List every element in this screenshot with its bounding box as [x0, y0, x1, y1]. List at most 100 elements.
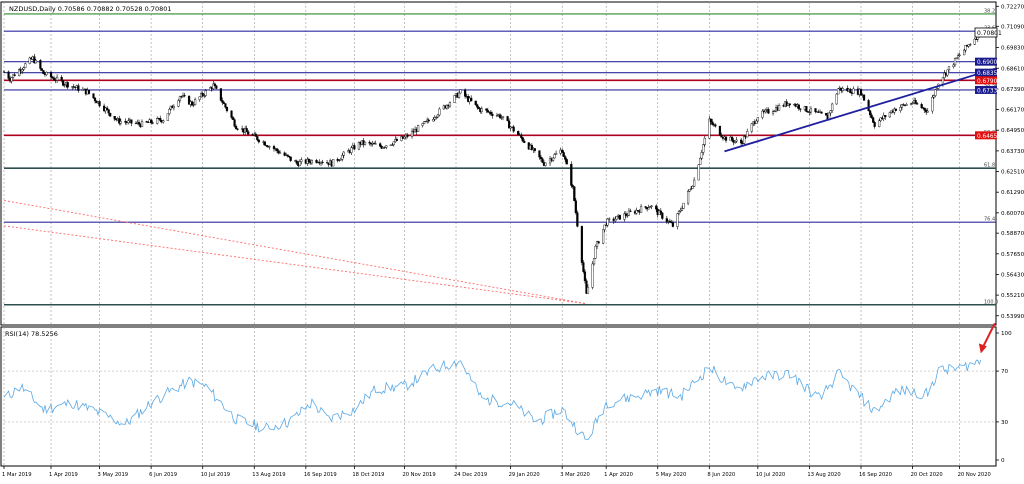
time-axis: 1 Mar 2019 1 Apr 2019 3 May 2019 6 Jun 2019…	[2, 466, 991, 478]
candle-body	[486, 110, 489, 113]
candle-body	[958, 54, 961, 56]
candle-body	[649, 206, 652, 208]
time-tick-label: 10 Jul 2020	[756, 472, 785, 478]
candle-body	[423, 121, 426, 124]
candle-body	[474, 100, 477, 105]
candle-body	[565, 159, 568, 165]
fib-dashed-line-1	[3, 200, 587, 305]
candle-body	[718, 125, 722, 136]
candle-body	[602, 229, 605, 244]
candle-body	[799, 108, 802, 110]
candle-body	[190, 101, 194, 106]
candle-body	[45, 72, 48, 75]
candle-body	[686, 191, 690, 204]
candle-body	[743, 136, 746, 144]
candle-body	[914, 100, 917, 104]
time-tick-label: 20 Oct 2020	[911, 472, 943, 478]
candle-body	[973, 38, 976, 45]
vertical-grid	[3, 2, 960, 466]
candle-body	[501, 116, 505, 118]
time-tick-label: 18 Oct 2019	[352, 472, 384, 478]
candle-body	[106, 107, 109, 110]
rsi-line	[3, 359, 982, 441]
fib-dashed-lines	[3, 200, 587, 305]
candle-body	[247, 131, 250, 135]
candle-body	[383, 146, 386, 148]
candle-body	[63, 84, 66, 86]
candle-body	[119, 121, 122, 124]
price-tick-label: 0.72270	[1001, 4, 1024, 10]
last-price-tag: 0.70801	[977, 30, 1002, 37]
candle-body	[952, 64, 955, 67]
time-tick-label: 24 Dec 2019	[454, 472, 487, 478]
candle-body	[888, 112, 891, 118]
candle-body	[150, 119, 153, 123]
candle-body	[734, 140, 737, 143]
candle-body	[626, 215, 629, 217]
candle-body	[746, 131, 749, 138]
price-tick-label: 0.68610	[1001, 66, 1024, 72]
candle-body	[156, 118, 159, 124]
candle-body	[374, 143, 377, 145]
candle-body	[711, 121, 714, 125]
candle-body	[923, 107, 926, 111]
time-tick-label: 29 Jan 2020	[509, 472, 540, 478]
candle-body	[166, 113, 169, 121]
price-tag-bg-2	[975, 57, 997, 66]
candle-body	[869, 110, 872, 116]
candle-body	[555, 153, 558, 155]
candle-body	[391, 144, 394, 146]
candle-body	[145, 121, 148, 123]
candle-body	[521, 137, 524, 142]
candle-body	[480, 108, 483, 112]
candle-body	[808, 111, 811, 113]
candle-body	[256, 136, 259, 141]
candle-body	[523, 140, 526, 143]
price-tag-label: 0.67330	[977, 88, 1001, 94]
candle-body	[421, 123, 424, 126]
candle-body	[831, 103, 834, 111]
candle-body	[946, 69, 949, 76]
candle-body	[956, 55, 960, 59]
candle-body	[470, 97, 473, 102]
candle-body	[109, 112, 112, 117]
candle-body	[213, 83, 216, 87]
candle-body	[603, 224, 606, 230]
candle-body	[571, 185, 574, 187]
candle-body	[916, 103, 919, 105]
candle-body	[635, 210, 638, 214]
candle-body	[39, 60, 42, 69]
candle-body	[2, 71, 6, 73]
candle-body	[338, 159, 341, 161]
candle-body	[975, 38, 978, 40]
candle-body	[539, 156, 543, 159]
candle-body	[740, 139, 743, 144]
candle-body	[894, 108, 897, 111]
candle-body	[300, 159, 303, 162]
candle-body	[130, 119, 133, 124]
candle-body	[436, 114, 439, 118]
candle-body	[62, 80, 65, 86]
candle-body	[310, 160, 314, 164]
ascending-trendline	[724, 67, 997, 153]
time-tick-label: 16 Sep 2020	[859, 472, 892, 478]
candle-body	[606, 218, 609, 226]
candle-body	[363, 141, 367, 145]
candle-body	[51, 76, 54, 79]
level-fib-label: 38.2	[984, 8, 995, 14]
candle-body	[192, 104, 195, 106]
candle-body	[118, 118, 121, 124]
level-fib-label: 61.8	[984, 163, 995, 169]
candle-body	[541, 158, 544, 163]
candle-body	[21, 69, 24, 72]
candle-body	[416, 125, 420, 132]
candle-body	[476, 104, 479, 108]
candle-body	[265, 145, 268, 147]
rsi-tick-label: 70	[1001, 369, 1009, 375]
candle-body	[595, 241, 599, 247]
candle-body	[268, 146, 271, 148]
candle-body	[289, 156, 292, 161]
candle-body	[538, 150, 541, 158]
candle-body	[341, 155, 344, 160]
rsi-arrow-shaft	[981, 322, 996, 348]
